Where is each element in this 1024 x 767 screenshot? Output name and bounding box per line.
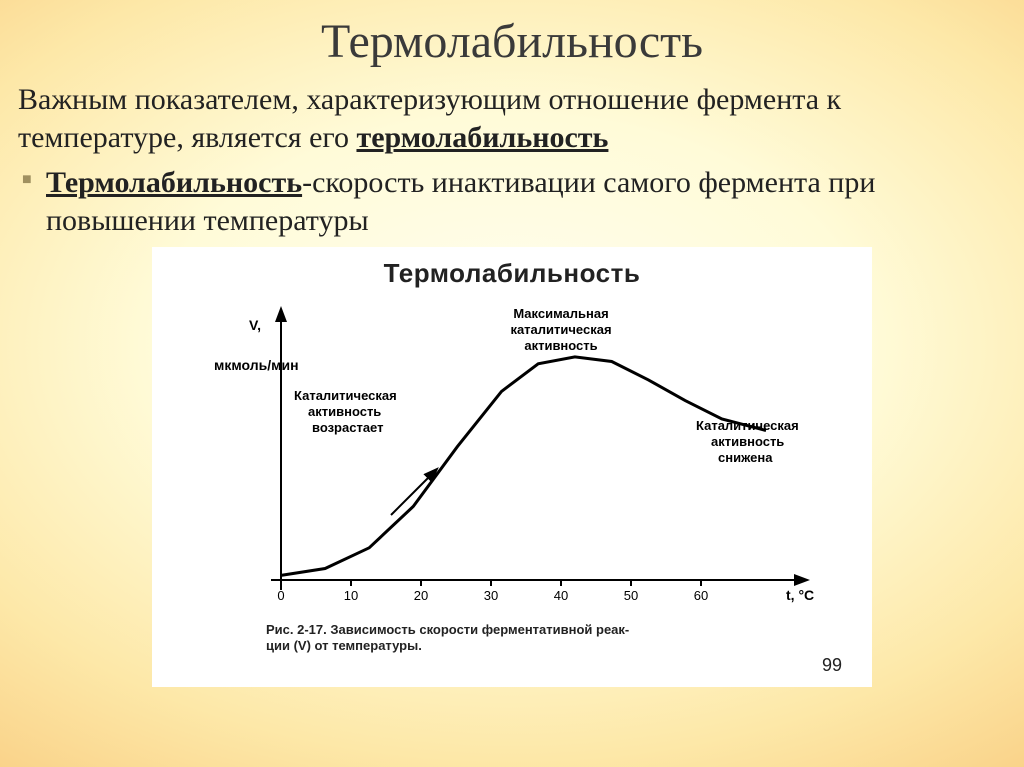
figure-caption: Рис. 2-17. Зависимость скорости фермента… (166, 622, 858, 655)
x-ticks: 0 10 20 30 40 50 60 (277, 580, 708, 603)
ann-right-2: активность (711, 434, 784, 449)
ann-right-3: снижена (718, 450, 773, 465)
ann-left-3: возрастает (312, 420, 383, 435)
ann-right-1: Каталитическая (696, 418, 799, 433)
caption-line-1: Рис. 2-17. Зависимость скорости фермента… (266, 622, 858, 639)
x-tick-label: 30 (484, 588, 498, 603)
x-tick-label: 50 (624, 588, 638, 603)
slide: Термолабильность Важным показателем, хар… (0, 0, 1024, 767)
ann-top-1: Максимальная (513, 306, 608, 321)
y-axis-label-2: мкмоль/мин (214, 357, 299, 373)
ann-top-3: активность (524, 338, 597, 353)
y-axis-label-1: V, (249, 317, 261, 333)
x-tick-label: 10 (344, 588, 358, 603)
para1-term: термолабильность (356, 121, 608, 154)
slide-body: Важным показателем, характеризующим отно… (0, 69, 1024, 687)
page-number: 99 (822, 654, 842, 677)
paragraph-1: Важным показателем, характеризующим отно… (18, 81, 1006, 158)
ann-left-2: активность (308, 404, 381, 419)
bullet-1: Термолабильность-скорость инактивации са… (18, 164, 1006, 241)
x-tick-label: 0 (277, 588, 284, 603)
ann-top-2: каталитическая (510, 322, 611, 337)
figure-title: Термолабильность (166, 257, 858, 290)
bullet-term: Термолабильность (46, 166, 302, 199)
ann-left-1: Каталитическая (294, 388, 397, 403)
x-tick-label: 60 (694, 588, 708, 603)
figure-panel: Термолабильность V, мкмоль/мин t, °C (152, 247, 872, 687)
x-tick-label: 40 (554, 588, 568, 603)
slide-title: Термолабильность (0, 0, 1024, 69)
x-tick-label: 20 (414, 588, 428, 603)
x-axis-label: t, °C (786, 587, 814, 603)
chart-svg: V, мкмоль/мин t, °C Каталитическая актив… (166, 290, 858, 620)
caption-line-2: ции (V) от температуры. (266, 638, 858, 655)
